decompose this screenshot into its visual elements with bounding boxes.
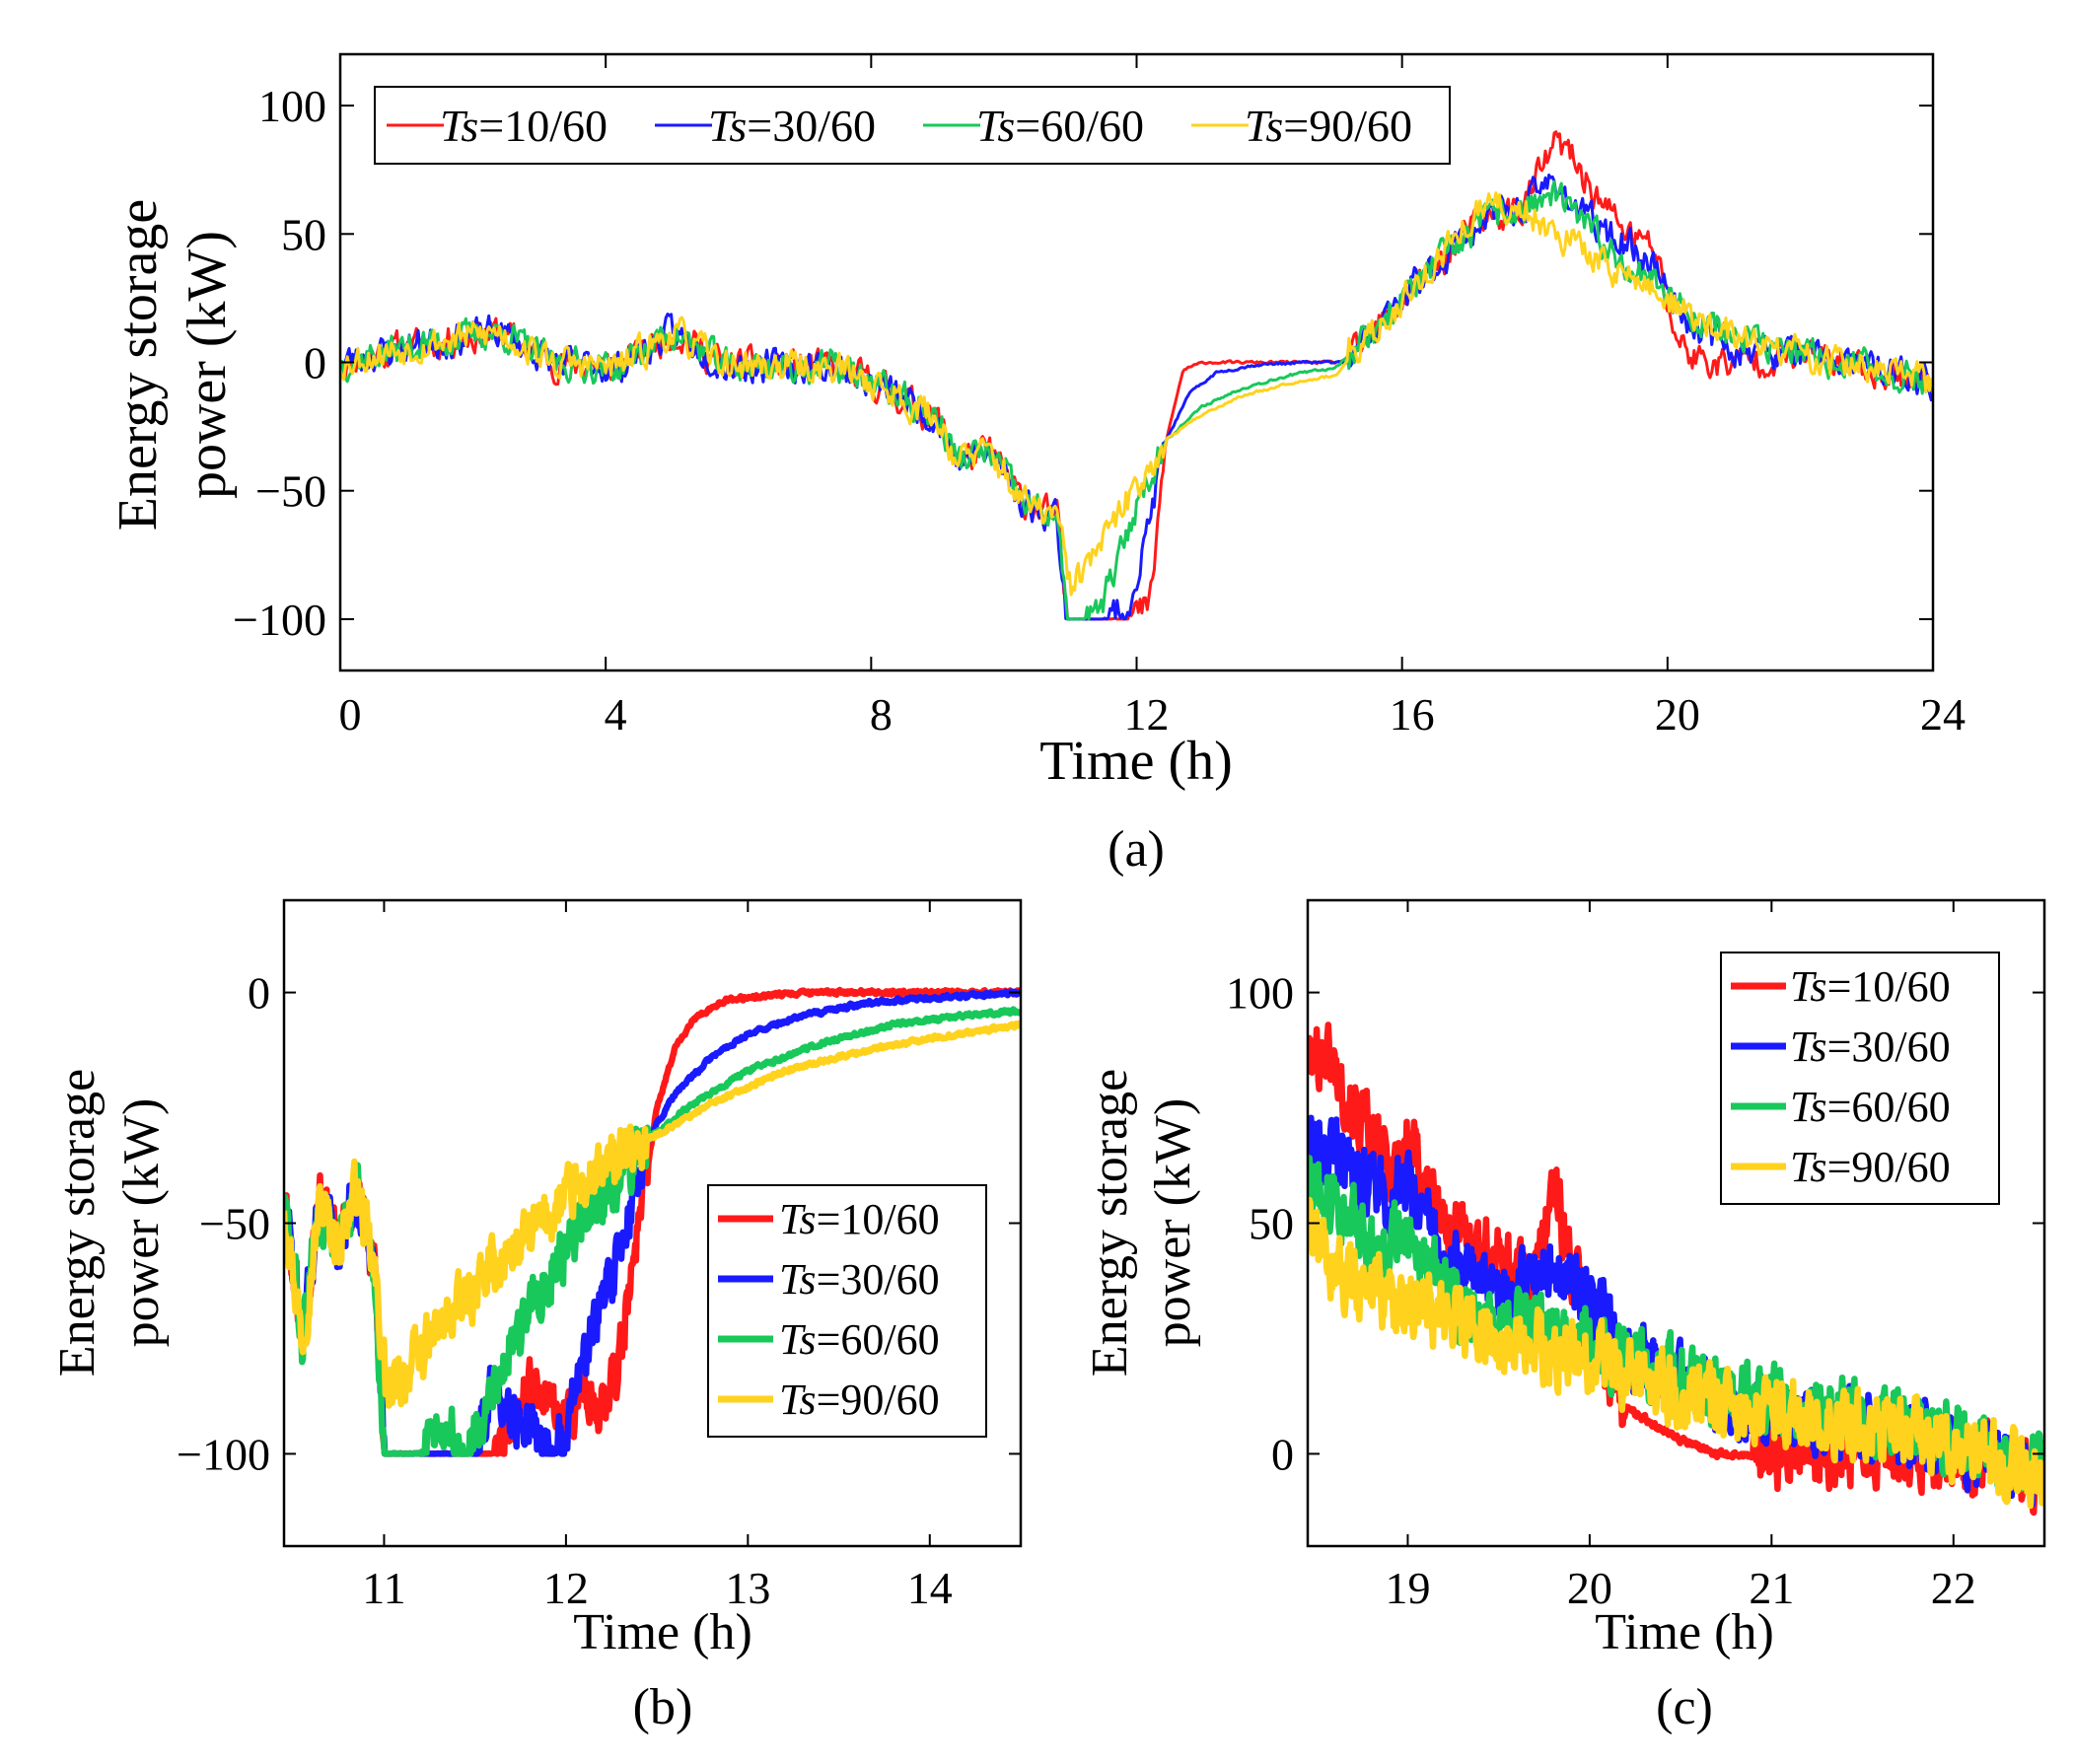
legend-label-ts10: Ts=10/60: [440, 101, 608, 151]
b-series-ts90: [284, 1020, 1021, 1409]
b-xtick-label: 12: [543, 1563, 589, 1613]
a-series-ts10: [340, 130, 1933, 621]
a-xtick-label: 12: [1124, 689, 1170, 740]
c-ytick-label: 100: [1226, 968, 1294, 1019]
a-xtick-label: 16: [1390, 689, 1435, 740]
c-series-ts90: [1308, 1196, 2044, 1510]
panel-b-legend-item-ts60: Ts=60/60: [718, 1315, 940, 1364]
a-ytick-label: 0: [304, 338, 326, 388]
panel-a-legend-box: [374, 86, 1451, 165]
legend-label-ts90: Ts=90/60: [1790, 1143, 1951, 1191]
panel-c-caption: (c): [1656, 1679, 1713, 1735]
panel-c-xlabel: Time (h): [1595, 1604, 1774, 1660]
panel-a-legend-item-ts90: Ts=90/60: [1191, 101, 1412, 151]
a-series-ts90: [340, 191, 1933, 597]
panel-c-legend: Ts=10/60 Ts=30/60 Ts=60/60 Ts=90/60: [1720, 952, 2000, 1205]
legend-label-ts60: Ts=60/60: [779, 1315, 940, 1364]
panel-b-ticks: 11 12 13 14 0 −50 −100: [177, 900, 1021, 1613]
panel-b-ylabel: Energy storage power (kW): [49, 1069, 170, 1376]
panel-a-ylabel-line2: power (kW): [177, 231, 238, 499]
panel-a-legend-item-ts60: Ts=60/60: [923, 101, 1144, 151]
legend-label-ts90: Ts=90/60: [779, 1376, 940, 1424]
panel-a-ticks: 0 4 8 12 16 20 24 100 50 0 −50 −100: [233, 54, 1966, 740]
c-xtick-label: 19: [1385, 1563, 1430, 1613]
panel-a-ylabel: Energy storage power (kW): [107, 199, 238, 530]
c-xtick-label: 21: [1749, 1563, 1794, 1613]
c-ytick-label: 0: [1271, 1429, 1294, 1479]
legend-label-ts30: Ts=30/60: [779, 1255, 940, 1304]
panel-a-series: [340, 130, 1933, 621]
a-series-ts60: [340, 179, 1933, 621]
legend-label-ts30: Ts=30/60: [1790, 1023, 1951, 1071]
c-ytick-label: 50: [1249, 1199, 1294, 1249]
a-ytick-label: −50: [255, 466, 326, 517]
panel-b-legend-item-ts10: Ts=10/60: [718, 1195, 940, 1243]
panel-b: 11 12 13 14 0 −50 −100 Energy storage power (k…: [49, 898, 1023, 1735]
a-xtick-label: 20: [1655, 689, 1700, 740]
b-ytick-label: −100: [177, 1429, 270, 1479]
panel-b-caption: (b): [633, 1679, 693, 1735]
panel-c-ticks: 19 20 21 22 100 50 0: [1226, 900, 2044, 1613]
panel-b-legend-item-ts30: Ts=30/60: [718, 1255, 940, 1304]
a-series-ts30: [340, 174, 1933, 621]
panel-a-caption: (a): [1108, 821, 1165, 878]
panel-b-legend: Ts=10/60 Ts=30/60 Ts=60/60 Ts=90/60: [707, 1184, 987, 1438]
panel-b-legend-box: [707, 1184, 987, 1438]
c-xtick-label: 20: [1567, 1563, 1612, 1613]
a-xtick-label: 8: [870, 689, 893, 740]
panel-a-legend: Ts=10/60 Ts=30/60 Ts=60/60 Ts=90/60: [374, 86, 1451, 165]
b-xtick-label: 11: [362, 1563, 405, 1613]
legend-label-ts30: Ts=30/60: [708, 101, 876, 151]
panel-c-series: [1308, 1022, 2044, 1517]
legend-label-ts90: Ts=90/60: [1245, 101, 1412, 151]
panel-c-ylabel-line2: power (kW): [1145, 1098, 1201, 1348]
panel-a-legend-item-ts10: Ts=10/60: [387, 101, 608, 151]
legend-label-ts60: Ts=60/60: [976, 101, 1144, 151]
b-xtick-label: 14: [907, 1563, 953, 1613]
panel-b-series: [284, 986, 1021, 1457]
panel-c-legend-box: [1720, 952, 2000, 1205]
panel-c-legend-item-ts90: Ts=90/60: [1731, 1143, 1951, 1191]
panel-b-ylabel-line1: Energy storage: [49, 1069, 106, 1376]
legend-label-ts10: Ts=10/60: [779, 1195, 940, 1243]
c-xtick-label: 22: [1931, 1563, 1976, 1613]
legend-label-ts60: Ts=60/60: [1790, 1083, 1951, 1131]
a-ytick-label: 100: [258, 81, 326, 131]
panel-a-xlabel: Time (h): [1039, 731, 1233, 792]
panel-c-ylabel: Energy storage power (kW): [1082, 1069, 1201, 1376]
b-ytick-label: 0: [248, 968, 270, 1019]
panel-c-legend-item-ts10: Ts=10/60: [1731, 962, 1951, 1011]
panel-b-xlabel: Time (h): [573, 1604, 752, 1660]
a-xtick-label: 24: [1920, 689, 1966, 740]
panel-c: 19 20 21 22 100 50 0 Energy storage power (kW)…: [1082, 898, 2046, 1735]
a-xtick-label: 4: [605, 689, 627, 740]
a-xtick-label: 0: [339, 689, 362, 740]
panel-a-legend-item-ts30: Ts=30/60: [655, 101, 876, 151]
panel-b-ylabel-line2: power (kW): [113, 1098, 170, 1348]
a-ytick-label: 50: [281, 209, 326, 259]
panel-a-ylabel-line1: Energy storage: [107, 199, 169, 530]
legend-label-ts10: Ts=10/60: [1790, 962, 1951, 1011]
b-ytick-label: −50: [199, 1199, 270, 1249]
panel-c-ylabel-line1: Energy storage: [1082, 1069, 1138, 1376]
panel-b-legend-item-ts90: Ts=90/60: [718, 1376, 940, 1424]
b-xtick-label: 13: [725, 1563, 770, 1613]
panel-c-legend-item-ts60: Ts=60/60: [1731, 1083, 1951, 1131]
a-ytick-label: −100: [233, 595, 326, 645]
panel-a: 0 4 8 12 16 20 24 100 50 0 −50 −100 Energy storage …: [107, 52, 1966, 878]
panel-c-legend-item-ts30: Ts=30/60: [1731, 1023, 1951, 1071]
